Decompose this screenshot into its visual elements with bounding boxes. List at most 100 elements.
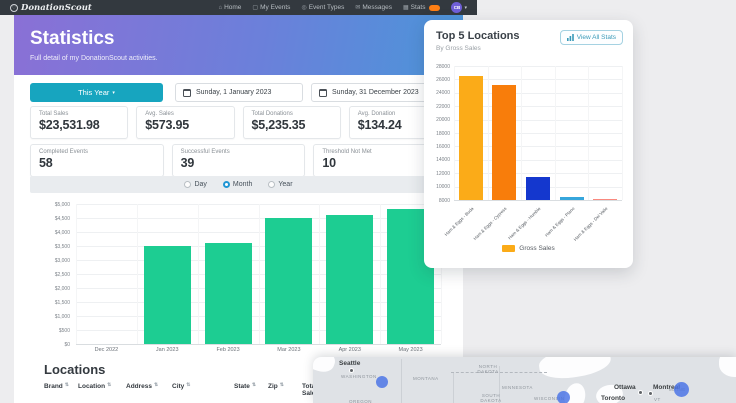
locations-map[interactable]: Seattle WASHINGTON OREGON MONTANA NORTH … [313, 357, 736, 403]
y-tick-label: 20000 [436, 117, 450, 124]
column-header-zip: Zip ⇅ [268, 382, 302, 390]
city-dot [649, 392, 652, 395]
bar-Feb 2023[interactable] [204, 242, 252, 344]
x-tick-label: Feb 2023 [216, 347, 240, 353]
y-tick-label: $0 [64, 341, 70, 348]
start-date-value: Sunday, 1 January 2023 [196, 89, 272, 96]
home-icon: ⌂ [218, 4, 223, 11]
y-tick-label: $3,500 [54, 243, 70, 250]
bar-Ham & Eggs - Cypress[interactable] [492, 85, 517, 200]
us-canada-border [451, 372, 547, 373]
y-tick-label: 24000 [436, 90, 450, 97]
map-region-north-dakota: NORTH DAKOTA [477, 364, 499, 374]
range-dropdown-button[interactable]: This Year ▾ [30, 83, 163, 102]
column-header-location: Location ⇅ [78, 382, 126, 390]
range-dropdown-label: This Year [78, 88, 110, 97]
gridline [454, 66, 622, 67]
atlantic-water [719, 357, 736, 377]
radio-icon [268, 181, 276, 188]
stat-label: Completed Events [39, 149, 89, 155]
sort-icon[interactable]: ⇅ [279, 382, 284, 388]
stat-card-total-sales: Total Sales $23,531.98 [30, 106, 129, 139]
radio-label: Year [278, 181, 293, 188]
state-border [401, 359, 402, 403]
granularity-toggle: Day Month Year [30, 176, 447, 193]
view-all-stats-button[interactable]: View All Stats [559, 30, 623, 45]
target-icon: ◎ [301, 5, 307, 11]
envelope-icon: ✉ [355, 5, 361, 11]
map-region-washington: WASHINGTON [341, 374, 377, 379]
sort-icon[interactable]: ⇅ [154, 382, 159, 388]
radio-icon [184, 181, 192, 188]
sort-icon[interactable]: ⇅ [64, 382, 69, 388]
radio-selected-icon [222, 181, 230, 188]
nav-item-label: My Events [260, 4, 291, 11]
gridline [588, 66, 590, 200]
column-label: Location [78, 383, 106, 390]
bar-Ham & Eggs - Buda[interactable] [458, 76, 483, 200]
sort-icon[interactable]: ⇅ [186, 382, 191, 388]
top-navbar: ♡ DonationScout ⌂ Home ▢ My Events ◎ Event … [0, 0, 477, 15]
map-city-toronto: Toronto [601, 395, 626, 402]
gridline [454, 106, 622, 108]
x-tick-label: Apr 2023 [338, 347, 361, 353]
x-tick-label: Dec 2022 [94, 347, 119, 353]
top5-gross-sales-bar-chart: 28000 26000 24000 22000 20000 18000 16000 14000… [428, 62, 628, 242]
map-marker[interactable] [376, 376, 388, 388]
user-menu[interactable]: CB ▾ [451, 2, 467, 13]
nav-item-my-events[interactable]: ▢ My Events [252, 4, 290, 11]
map-city-ottawa: Ottawa [614, 384, 636, 391]
y-tick-label: 8000 [438, 197, 450, 204]
bar-Ham & Eggs - Humble[interactable] [526, 176, 550, 200]
radio-day[interactable]: Day [184, 181, 207, 188]
view-all-stats-label: View All Stats [576, 34, 616, 41]
sort-icon[interactable]: ⇅ [251, 382, 257, 388]
nav-items: ⌂ Home ▢ My Events ◎ Event Types ✉ Messages … [218, 2, 467, 13]
page-title: Statistics [30, 28, 115, 49]
start-date-input[interactable]: Sunday, 1 January 2023 [175, 83, 303, 102]
gridline [76, 204, 77, 344]
stat-card-avg-donation: Avg. Donation $134.24 [348, 106, 447, 139]
y-tick-label: 10000 [436, 184, 450, 191]
bar-Jan 2023[interactable] [143, 246, 191, 344]
gridline [454, 173, 622, 175]
column-label: Total Sales [302, 383, 319, 398]
nav-item-label: Messages [362, 4, 392, 11]
sort-icon[interactable]: ⇅ [107, 382, 112, 388]
column-header-brand: Brand ⇅ [44, 382, 78, 390]
nav-item-stats[interactable]: ▦ Stats [403, 4, 441, 11]
city-dot [639, 391, 642, 394]
radio-year[interactable]: Year [268, 181, 293, 188]
nav-item-messages[interactable]: ✉ Messages [355, 4, 392, 11]
bar-Ham & Eggs - Plano[interactable] [559, 197, 584, 200]
brand[interactable]: ♡ DonationScout [10, 3, 92, 13]
y-tick-label: $5,000 [54, 201, 70, 208]
radio-month[interactable]: Month [222, 181, 252, 188]
chart-icon: ▦ [403, 5, 409, 11]
nav-item-event-types[interactable]: ◎ Event Types [301, 4, 344, 11]
column-label: State [234, 383, 250, 390]
bar-Ham & Eggs - Del Valle[interactable] [593, 198, 618, 200]
y-tick-label: 18000 [436, 130, 450, 137]
bar-Mar 2023[interactable] [265, 217, 313, 344]
brand-name: DonationScout [21, 2, 92, 13]
column-header-city: City ⇅ [172, 382, 234, 390]
monthly-sales-bar-chart: $5,000 $4,500 $4,000 $3,500 $3,000 $2,500 $2,0… [30, 197, 447, 355]
gridline [441, 204, 442, 344]
stats-row-2: Completed Events 58 Successful Events 39… [30, 144, 448, 177]
stat-card-completed-events: Completed Events 58 [30, 144, 164, 177]
stat-label: Avg. Sales [145, 111, 174, 117]
page-header: Statistics Full detail of my DonationSco… [14, 15, 463, 75]
bar-chart-icon [566, 34, 574, 41]
nav-item-home[interactable]: ⌂ Home [218, 4, 241, 11]
map-marker[interactable] [557, 391, 570, 403]
stat-label: Avg. Donation [357, 111, 396, 117]
lake-superior [537, 357, 613, 382]
bar-Apr 2023[interactable] [326, 215, 374, 344]
column-label: Zip [268, 383, 278, 390]
stats-row-1: Total Sales $23,531.98 Avg. Sales $573.9… [30, 106, 447, 139]
stat-value: $23,531.98 [39, 118, 100, 132]
map-marker[interactable] [674, 382, 689, 397]
gridline [454, 133, 622, 134]
x-axis [76, 344, 441, 345]
